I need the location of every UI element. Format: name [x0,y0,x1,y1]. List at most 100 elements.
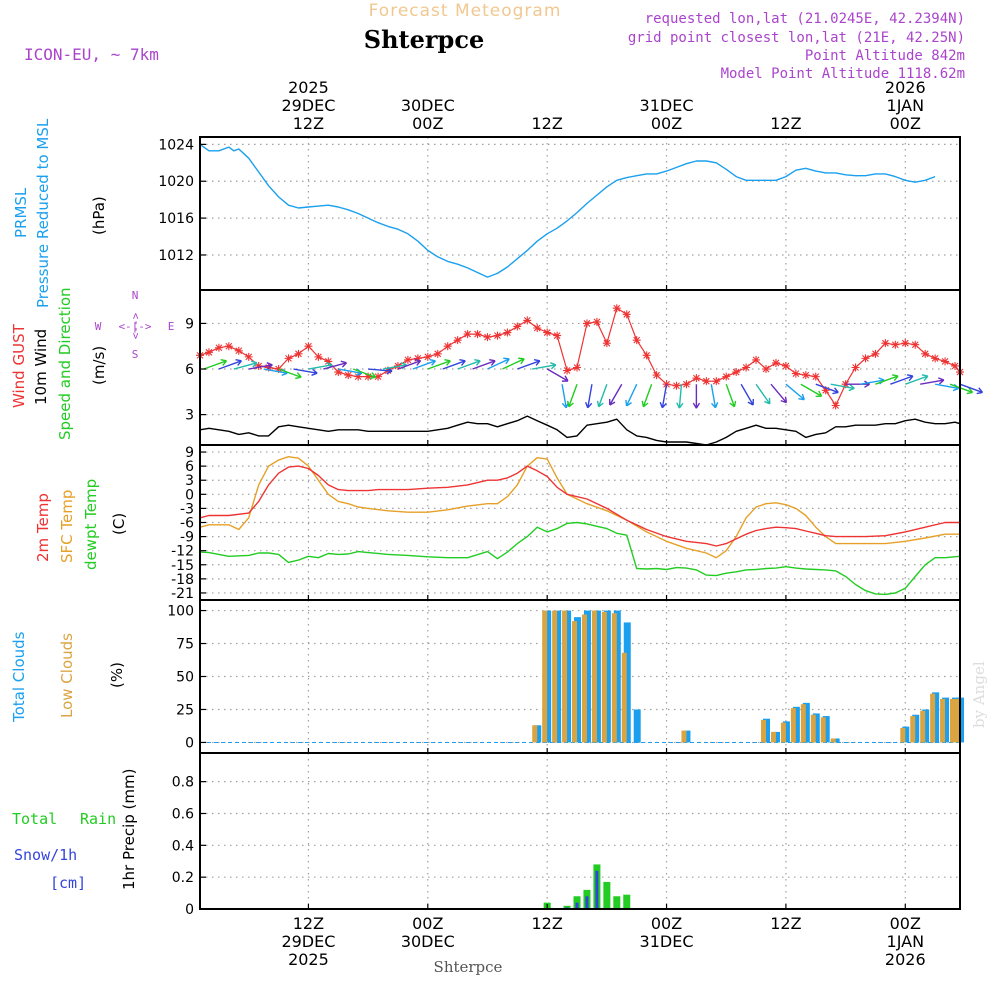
y-tick-label: 9 [185,316,194,332]
gust-marker [254,361,263,370]
y-tick-label: 3 [185,473,194,489]
temp-labels: 2m Temp SFC Temp dewpt Temp (C) [34,479,128,570]
y-tick-label: 6 [185,459,194,475]
compass-s: S [132,348,139,361]
gust-marker [871,349,880,358]
gust-marker [493,331,502,340]
low-cloud-bar [591,610,597,743]
gust-marker [403,355,412,364]
time-label: 2026 [885,78,926,97]
low-cloud-bar [621,652,627,743]
low-cloud-bar [900,727,906,743]
wind-label-gust: Wind GUST [10,323,28,408]
time-label: 2025 [288,78,329,97]
wind-direction-arrow [218,358,242,370]
total-cloud-bar [822,716,830,743]
y-tick-label: 0 [185,902,194,918]
time-label: 00Z [412,914,443,933]
gust-marker [692,374,701,383]
total-cloud-bar [902,726,910,743]
time-label: 31DEC [640,96,694,115]
low-cloud-bar [581,614,587,743]
wind-direction-arrow [740,383,754,406]
temp-label-dewpt: dewpt Temp [82,479,100,570]
compass-e: E [168,320,175,333]
gust-marker [553,331,562,340]
temp-label-2m: 2m Temp [34,493,52,562]
wind-direction-arrow [890,374,914,385]
total-cloud-bar [792,706,800,743]
wind-labels: Wind GUST 10m Wind Speed and Direction (… [10,287,108,440]
y-tick-label: 1012 [158,248,194,264]
gust-marker [861,354,870,363]
low-cloud-bar [601,611,607,743]
axes-layer: 1012101610201024369-21-18-15-12-9-6-3036… [158,78,961,969]
y-tick-label: -3 [180,501,194,517]
gust-marker [712,377,721,386]
low-cloud-bar [611,613,617,743]
gust-marker [702,377,711,386]
gust-marker [563,366,572,375]
gust-marker [732,368,741,377]
low-cloud-bar [930,693,936,743]
wind-direction-arrow [532,362,557,370]
wind-direction-arrow [815,383,839,395]
wind-label-unit: (m/s) [90,346,108,385]
gust-marker [931,354,940,363]
wind-direction-arrow [293,368,318,376]
gust-marker [543,328,552,337]
time-label: 2026 [885,950,926,969]
gust-marker [334,368,343,377]
y-tick-label: 9 [185,445,194,461]
wind-direction-arrow [710,384,719,409]
gust-marker [762,365,771,374]
gust-marker [463,330,472,339]
gust-marker [573,363,582,372]
wind-direction-arrow [596,383,608,408]
y-tick-label: 3 [185,408,194,424]
y-tick-label: -9 [180,530,194,546]
low-cloud-bar [830,738,836,743]
time-label: 12Z [532,914,563,933]
total-cloud-bar [593,610,601,743]
low-cloud-bar [552,610,558,743]
wind-direction-arrow [845,380,870,388]
wind-direction-arrow [566,383,578,408]
total-cloud-bar [564,610,572,743]
precip-label-cm: [cm] [50,874,86,892]
compass-we-arrow: <-|-> [118,320,151,333]
total-cloud-bar [603,610,611,743]
wind-direction-arrow [263,368,288,376]
wind-direction-arrow [755,383,771,405]
wind-direction-arrow [949,383,974,395]
gust-marker [881,339,890,348]
y-tick-label: 0.2 [172,870,194,886]
low-cloud-bar [810,714,816,743]
y-tick-label: 25 [176,702,194,718]
time-label: 00Z [890,114,921,133]
gust-marker [891,340,900,349]
time-label: 00Z [890,914,921,933]
gust-marker [214,343,223,352]
wind-direction-arrow [502,357,525,370]
gust-marker [304,342,313,351]
gust-marker [831,401,840,410]
wind-direction-arrow [584,384,593,409]
gust-marker [274,365,283,374]
compass-n: N [132,289,139,302]
t2m-line [199,465,960,547]
gust-marker [374,372,383,381]
gust-marker [224,342,233,351]
snow-bar [585,896,589,909]
total-cloud-bar [763,718,771,743]
wind-direction-arrow [561,384,570,409]
total-cloud-bar [772,731,780,743]
wind-direction-arrow [608,383,623,406]
total-cloud-bar [912,714,920,743]
y-tick-label: 100 [167,604,194,620]
gust-marker [433,349,442,358]
gust-marker [443,342,452,351]
y-tick-label: 0.8 [172,775,194,791]
y-tick-label: 1024 [158,137,194,153]
